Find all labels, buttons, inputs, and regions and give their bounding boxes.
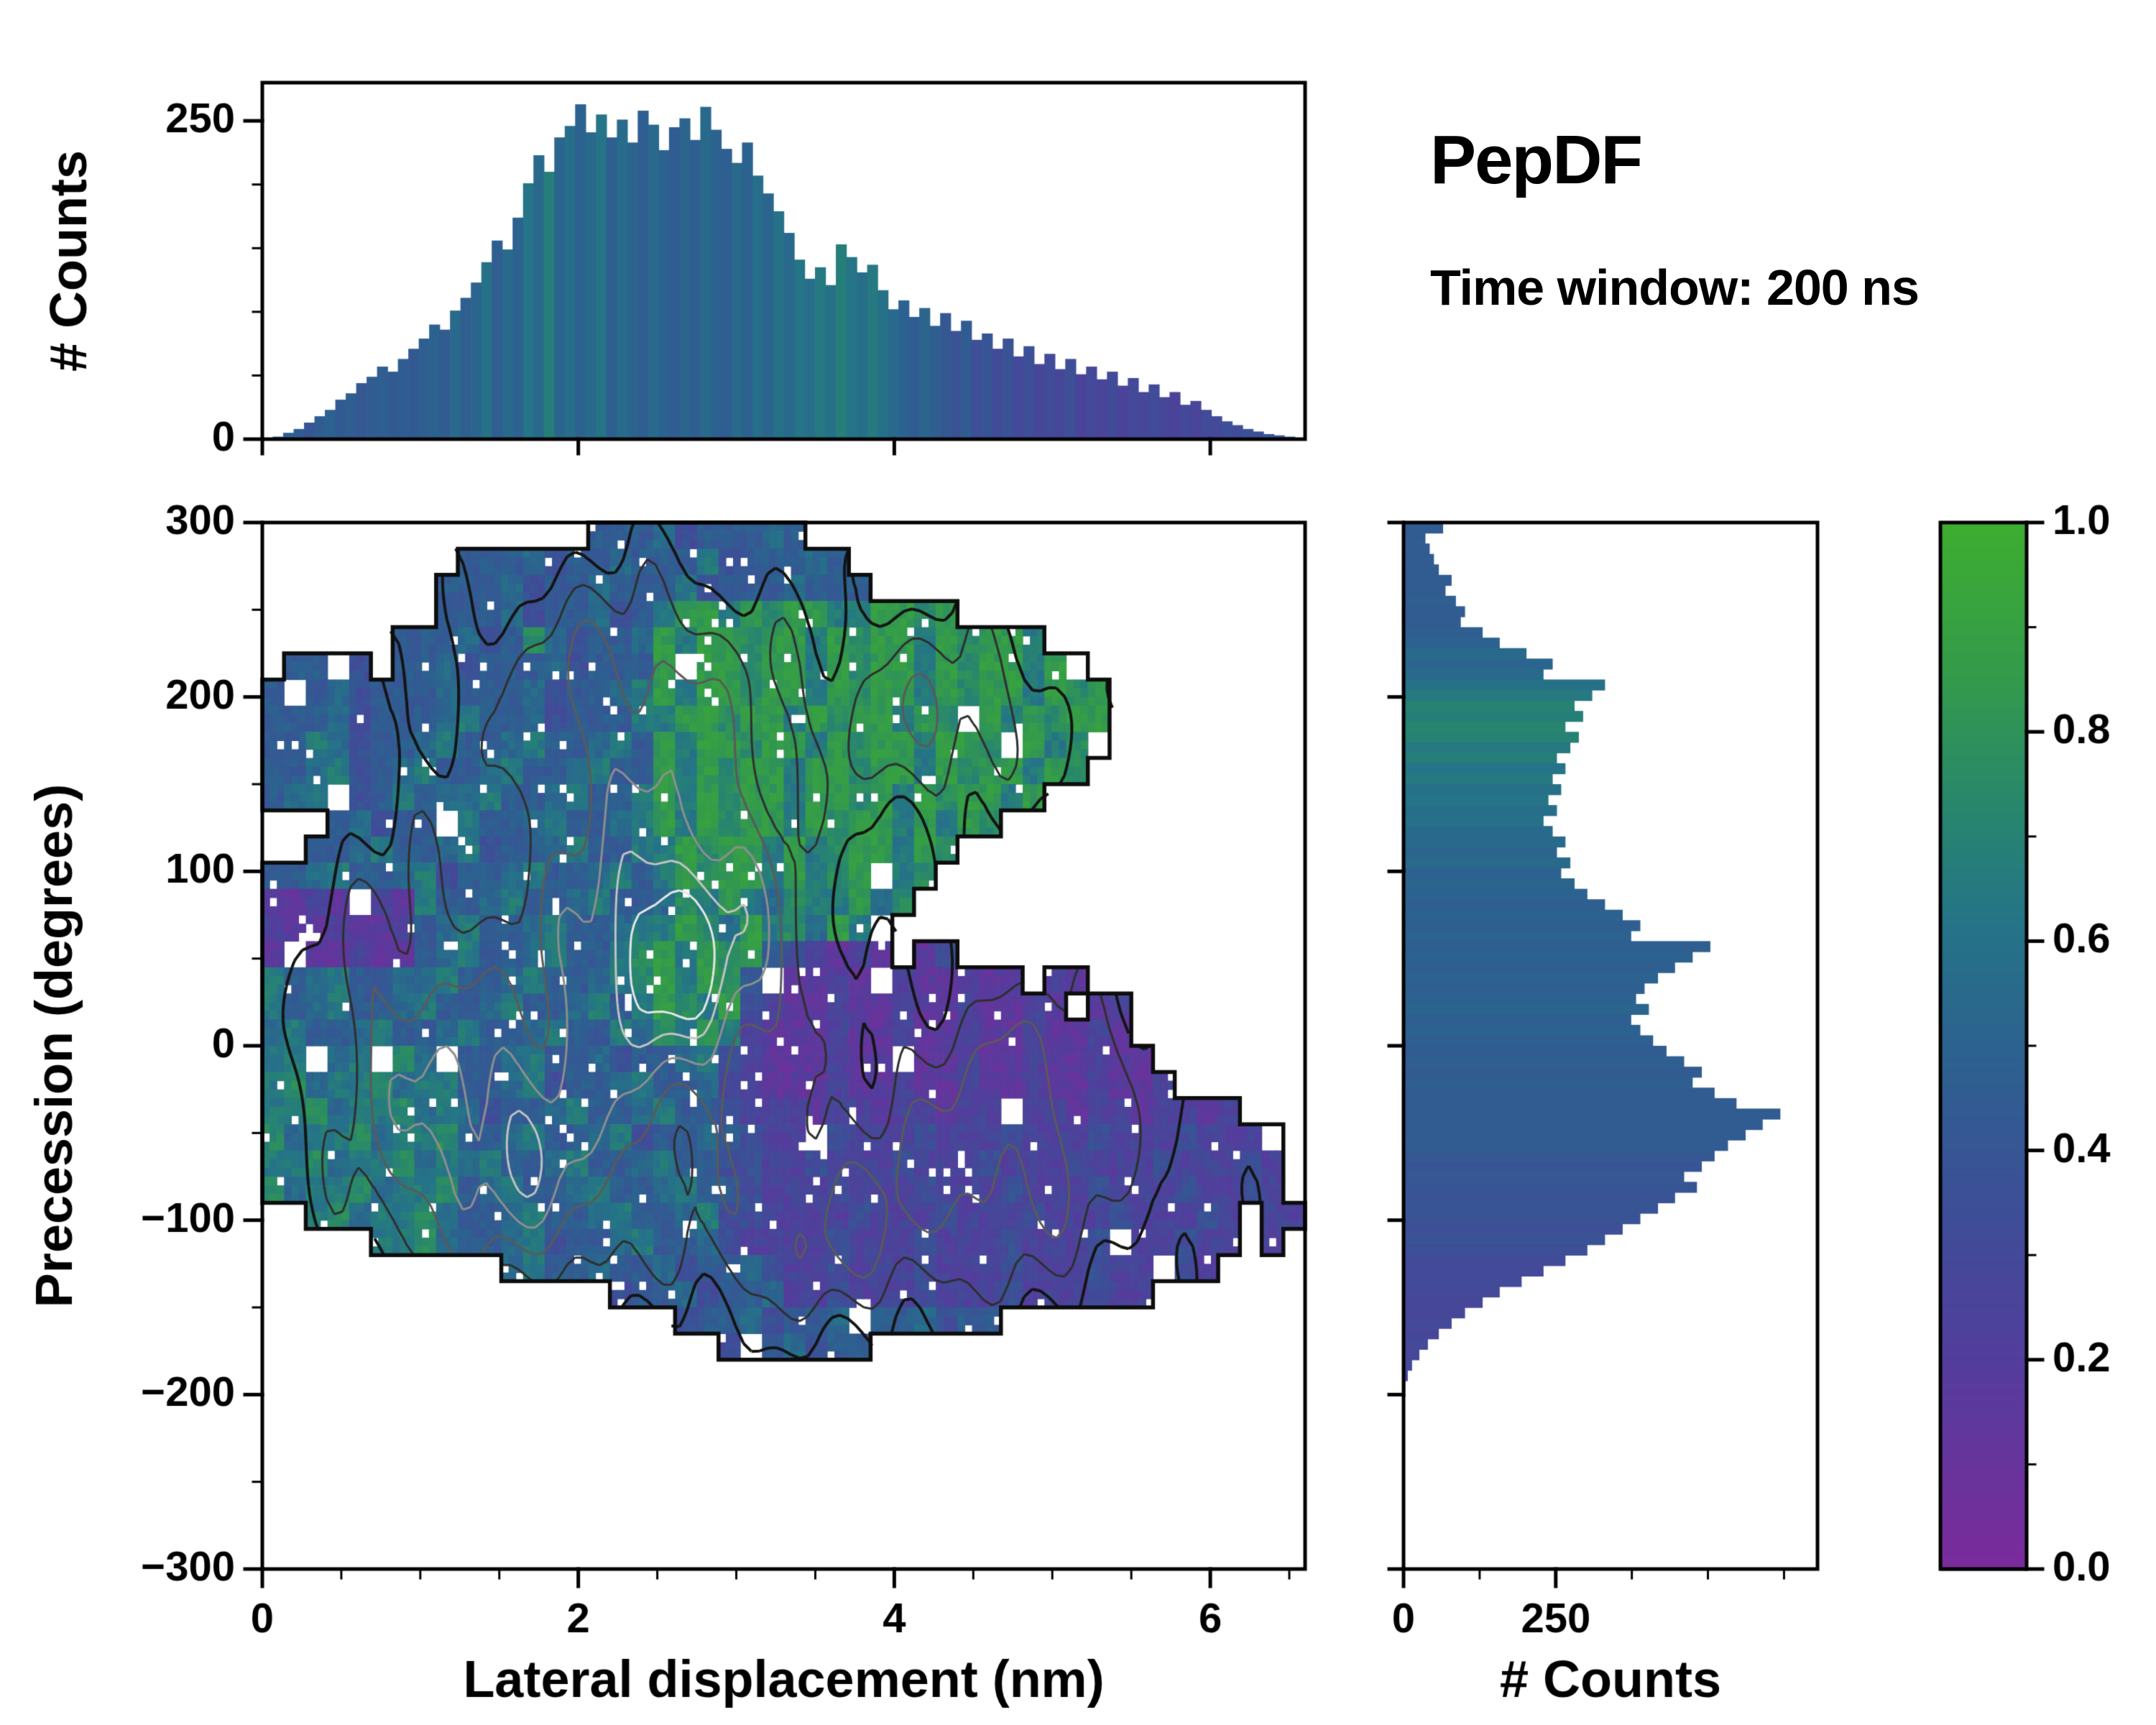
figure-title: PepDF [1430, 121, 1643, 198]
figure-subtitle: Time window: 200 ns [1430, 259, 1920, 316]
